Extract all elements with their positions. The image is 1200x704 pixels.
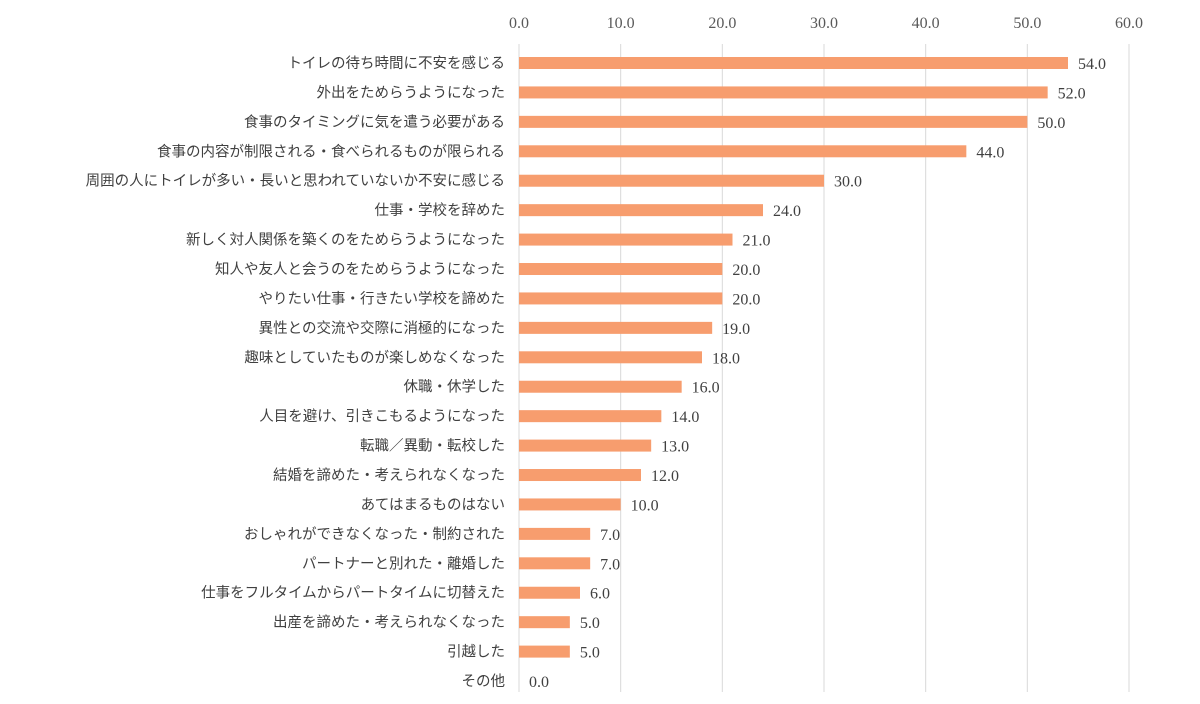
data-label: 16.0 xyxy=(692,380,720,397)
bar xyxy=(519,86,1048,99)
data-label: 10.0 xyxy=(631,497,659,514)
data-label: 30.0 xyxy=(834,174,862,191)
bar xyxy=(519,174,824,187)
x-tick-label: 0.0 xyxy=(509,15,529,32)
bar xyxy=(519,233,733,246)
bar xyxy=(519,469,641,482)
category-label: 食事のタイミングに気を遣う必要がある xyxy=(244,114,505,131)
bar xyxy=(519,527,591,540)
category-label: トイレの待ち時間に不安を感じる xyxy=(288,55,506,72)
category-label: 引越した xyxy=(447,644,505,661)
x-tick-label: 10.0 xyxy=(607,15,635,32)
category-label: やりたい仕事・行きたい学校を諦めた xyxy=(259,290,506,307)
data-label: 13.0 xyxy=(661,439,689,456)
data-label: 5.0 xyxy=(580,645,600,662)
value-labels: 54.0 52.0 50.0 44.0 30.0 24.021.0 20.0 20.0 19.0… xyxy=(529,56,1106,691)
data-label: 44.0 xyxy=(976,144,1004,161)
data-label: 7.0 xyxy=(600,527,620,544)
bar xyxy=(519,263,723,276)
bar xyxy=(519,145,967,158)
category-label: あてはまるものはない xyxy=(361,496,505,513)
bar xyxy=(519,292,723,305)
bar xyxy=(519,410,662,423)
data-label: 18.0 xyxy=(712,350,740,367)
bar xyxy=(519,557,591,570)
category-label: 転職／異動・転校した xyxy=(360,438,505,455)
category-label: 外出をためらうようになった xyxy=(317,84,506,101)
x-tick-label: 60.0 xyxy=(1115,15,1143,32)
data-label: 0.0 xyxy=(529,674,549,691)
category-label: 知人や友人と会うのをためらうようになった xyxy=(215,261,505,278)
data-label: 5.0 xyxy=(580,615,600,632)
category-label: 人目を避け、引きこもるようになった xyxy=(259,408,505,425)
bar xyxy=(519,351,702,364)
data-label: 19.0 xyxy=(722,321,750,338)
bars xyxy=(519,57,1068,658)
x-tick-label: 20.0 xyxy=(708,15,736,32)
bar xyxy=(519,439,652,452)
bar xyxy=(519,321,713,334)
bar xyxy=(519,586,580,599)
data-label: 20.0 xyxy=(732,262,760,279)
data-label: 54.0 xyxy=(1078,56,1106,73)
bar xyxy=(519,616,570,629)
bar xyxy=(519,645,570,658)
bar xyxy=(519,115,1028,128)
x-axis-ticks: 0.0 10.0 20.0 30.0 40.0 50.0 60.0 xyxy=(509,15,1143,32)
category-label: おしゃれができなくなった・制約された xyxy=(244,526,505,543)
category-label: パートナーと別れた・離婚した xyxy=(302,554,505,572)
bar xyxy=(519,498,621,511)
category-label: 周囲の人にトイレが多い・長いと思われていないか不安に感じる xyxy=(86,173,505,190)
category-label: 出産を諦めた・考えられなくなった xyxy=(273,614,505,631)
data-label: 21.0 xyxy=(743,233,771,250)
data-label: 6.0 xyxy=(590,586,610,603)
data-label: 24.0 xyxy=(773,203,801,220)
category-label: 休職・休学した xyxy=(404,379,506,396)
category-label: 結婚を諦めた・考えられなくなった xyxy=(273,467,505,484)
category-label: その他 xyxy=(462,673,506,690)
data-label: 7.0 xyxy=(600,556,620,573)
bar xyxy=(519,380,682,393)
data-label: 12.0 xyxy=(651,468,679,485)
bar xyxy=(519,204,763,217)
category-labels: トイレの待ち時間に不安を感じる外出をためらうようになった食事のタイミングに気を遣… xyxy=(86,55,505,690)
category-label: 仕事をフルタイムからパートタイムに切替えた xyxy=(201,585,505,602)
data-label: 14.0 xyxy=(671,409,699,426)
category-label: 食事の内容が制限される・食べられるものが限られる xyxy=(157,143,505,160)
x-tick-label: 30.0 xyxy=(810,15,838,32)
category-label: 異性との交流や交際に消極的になった xyxy=(259,319,505,337)
category-label: 趣味としていたものが楽しめなくなった xyxy=(244,349,505,366)
data-label: 20.0 xyxy=(732,291,760,308)
gridlines xyxy=(518,44,1130,692)
data-label: 52.0 xyxy=(1058,85,1086,102)
x-tick-label: 50.0 xyxy=(1013,15,1041,32)
category-label: 新しく対人関係を築くのをためらうようになった xyxy=(186,231,505,249)
data-label: 50.0 xyxy=(1037,115,1065,132)
category-label: 仕事・学校を辞めた xyxy=(375,202,506,219)
x-tick-label: 40.0 xyxy=(912,15,940,32)
bar xyxy=(519,57,1068,69)
